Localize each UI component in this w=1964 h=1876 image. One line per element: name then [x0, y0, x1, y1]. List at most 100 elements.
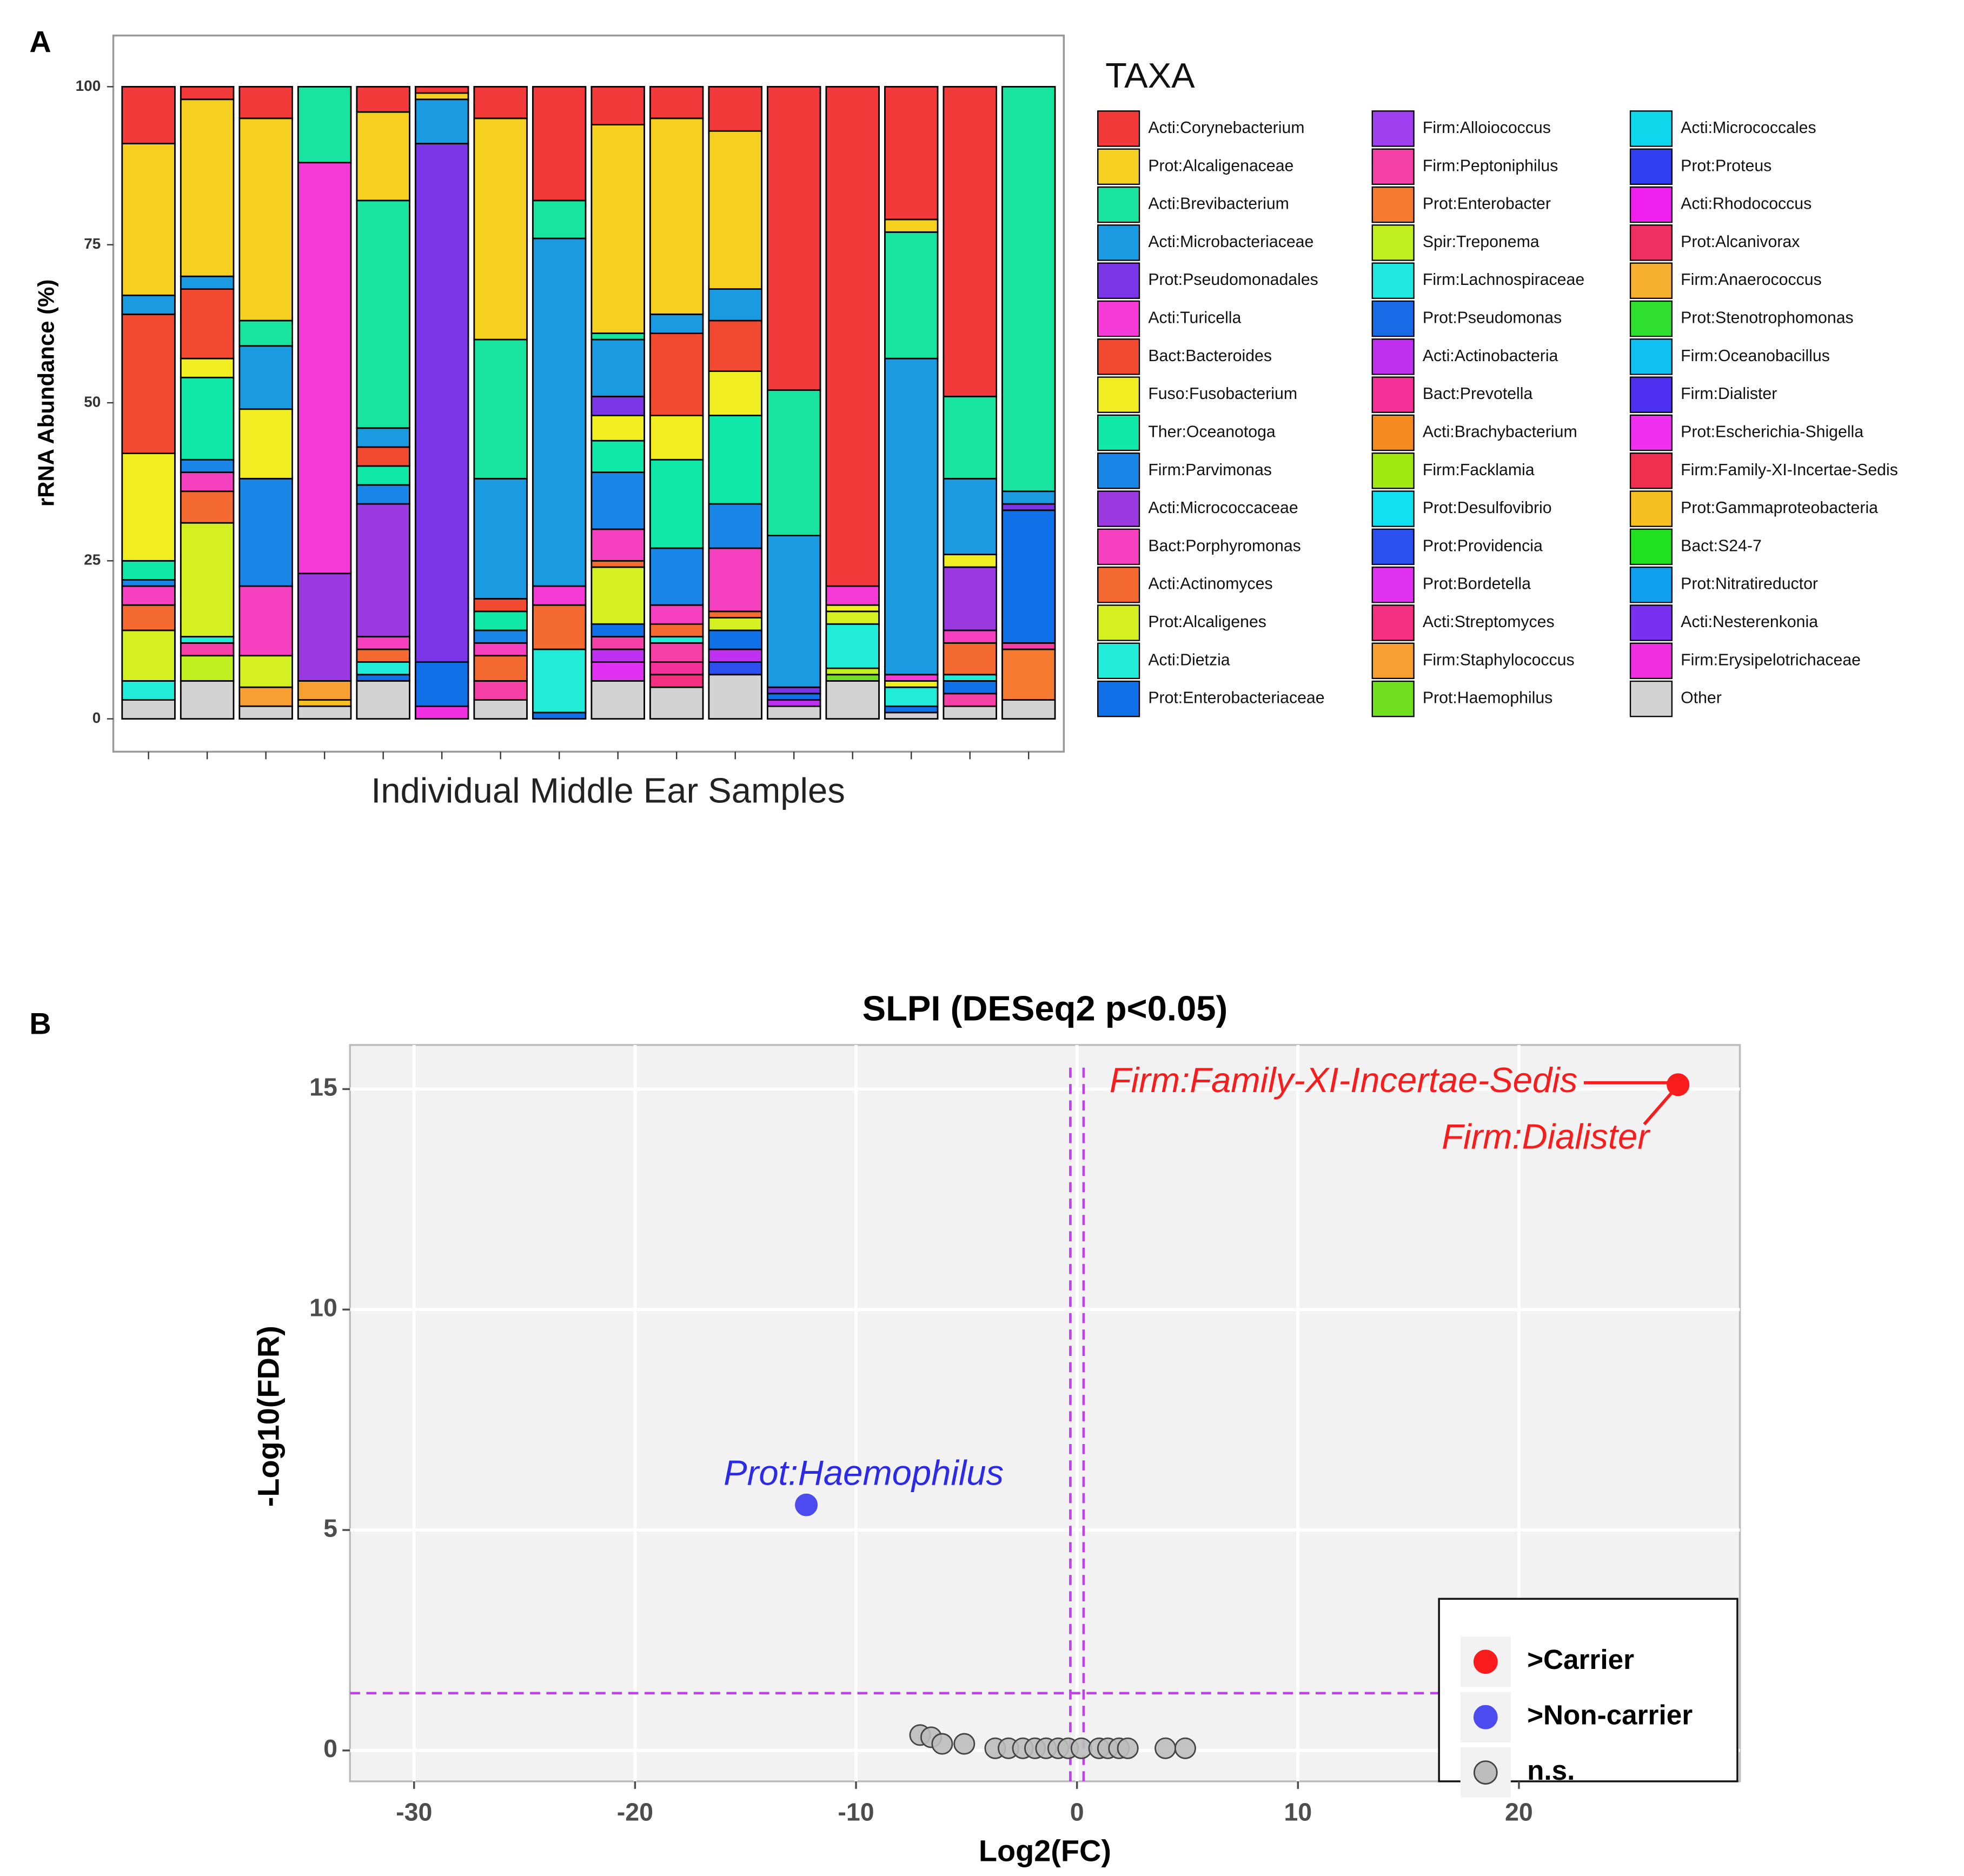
legend-label: Acti:Microbacteriaceae: [1148, 233, 1313, 251]
bar-segment: [473, 610, 528, 631]
legend-swatch: [1371, 566, 1415, 603]
legend-label: Acti:Rhodococcus: [1681, 195, 1812, 213]
bar-segment: [649, 661, 704, 676]
bar-segment: [238, 655, 293, 688]
bar-segment: [590, 566, 645, 625]
legend-swatch: [1629, 490, 1673, 527]
legend-swatch: [1371, 604, 1415, 641]
legend-label: Ther:Oceanotoga: [1148, 423, 1276, 441]
legend-swatch: [1371, 110, 1415, 147]
bar-segment: [238, 320, 293, 347]
bar-segment: [1001, 490, 1056, 505]
legend-label: Fuso:Fusobacterium: [1148, 385, 1297, 403]
bar-segment: [356, 465, 410, 486]
bar-segment: [121, 604, 176, 631]
legend-label: Prot:Pseudomonas: [1423, 309, 1562, 327]
bar-segment: [590, 680, 645, 720]
bar-segment: [943, 674, 997, 682]
y-tick-label: 50: [84, 393, 101, 410]
bar-segment: [649, 313, 704, 334]
legend-swatch: [1371, 642, 1415, 680]
bar-segment: [590, 124, 645, 334]
bar-segment: [180, 376, 235, 461]
legend-swatch: [1097, 262, 1140, 299]
bar-segment: [121, 699, 176, 720]
bar-segment: [884, 218, 939, 233]
bar-segment: [1001, 509, 1056, 644]
bar-segment: [356, 661, 410, 676]
legend-label: Bact:Prevotella: [1423, 385, 1533, 403]
bar-segment: [943, 680, 997, 695]
bar-segment: [356, 680, 410, 720]
point: [1154, 1737, 1177, 1759]
legend-swatch: [1629, 566, 1673, 603]
x-tick-label: -30: [396, 1798, 432, 1826]
bar-segment: [708, 288, 762, 322]
y-tick-label: 0: [92, 709, 101, 726]
bar-segment: [708, 661, 762, 676]
bar-segment: [356, 484, 410, 505]
legend-swatch: [1097, 300, 1140, 337]
bar-segment: [649, 458, 704, 549]
bar-segment: [943, 85, 997, 397]
bar-segment: [356, 636, 410, 650]
legend-label: Prot:Enterobacter: [1423, 195, 1551, 213]
legend-label: Acti:Brevibacterium: [1148, 195, 1289, 213]
legend-swatch: [1097, 186, 1140, 223]
bar-segment: [708, 610, 762, 618]
bar-segment: [590, 528, 645, 562]
legend-swatch: [1629, 642, 1673, 680]
bar-segment: [356, 648, 410, 663]
bar-segment: [238, 585, 293, 657]
bar-segment: [532, 604, 587, 650]
legend-label: Firm:Dialister: [1681, 385, 1777, 403]
bar-segment: [121, 294, 176, 315]
y-tick-label: 25: [84, 551, 101, 568]
bar-segment: [766, 389, 821, 536]
bar-segment: [297, 162, 352, 575]
bar-segment: [943, 554, 997, 568]
legend-swatch: [1629, 300, 1673, 337]
bar-segment: [590, 395, 645, 416]
legend-swatch: [1097, 566, 1140, 603]
legend-swatch: [1629, 604, 1673, 641]
x-axis-label: Individual Middle Ear Samples: [371, 770, 845, 810]
legend-label: Prot:Gammaproteobacteria: [1681, 499, 1878, 517]
bar-segment: [414, 92, 469, 101]
bar-segment: [766, 686, 821, 695]
bar-segment: [1001, 642, 1056, 650]
y-tick-label: 100: [76, 77, 101, 94]
legend-label: Acti:Micrococcaceae: [1148, 499, 1298, 517]
bar-segment: [121, 85, 176, 145]
legend-swatch: [1371, 262, 1415, 299]
bar-segment: [943, 642, 997, 676]
legend-swatch: [1629, 338, 1673, 375]
bar-segment: [473, 655, 528, 682]
legend-swatch: [1629, 453, 1673, 489]
bar-segment: [943, 477, 997, 556]
bar-segment: [884, 674, 939, 682]
legend-label: Prot:Providencia: [1423, 537, 1543, 555]
legend-label: Prot:Alcaligenes: [1148, 613, 1266, 631]
bar-segment: [649, 604, 704, 625]
bar-segment: [943, 629, 997, 644]
bar-segment: [884, 711, 939, 720]
bar-segment: [180, 458, 235, 474]
bar-segment: [356, 199, 410, 429]
legend-marker: [1473, 1760, 1498, 1785]
point: [1117, 1737, 1139, 1759]
legend-label: Spir:Treponema: [1423, 233, 1540, 251]
legend-label: Acti:Actinomyces: [1148, 575, 1272, 593]
bar-segment: [649, 414, 704, 461]
bar-segment: [180, 288, 235, 360]
bar-segment: [356, 427, 410, 448]
bar-segment: [356, 503, 410, 638]
legend-swatch: [1097, 148, 1140, 185]
bar-segment: [708, 674, 762, 720]
point: [953, 1733, 976, 1755]
bar-segment: [121, 680, 176, 701]
bar-segment: [825, 680, 880, 720]
bar-segment: [414, 85, 469, 94]
bar-segment: [532, 711, 587, 720]
legend-label: >Non-carrier: [1527, 1700, 1693, 1731]
